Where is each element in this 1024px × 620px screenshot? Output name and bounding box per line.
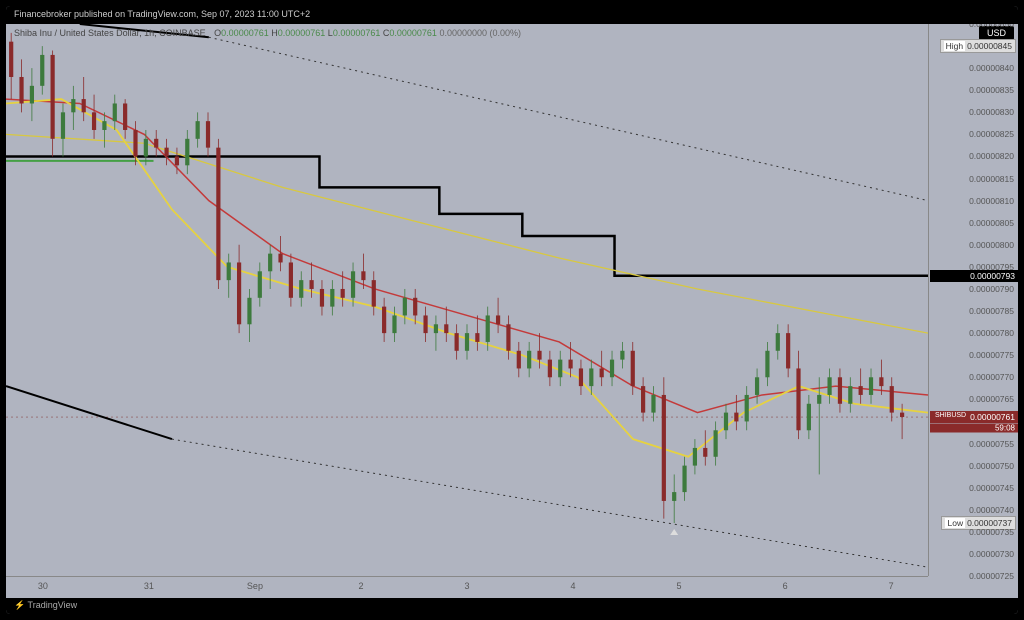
y-tick: 0.00000735: [969, 527, 1014, 537]
y-tick: 0.00000755: [969, 439, 1014, 449]
publisher-bar: Financebroker published on TradingView.c…: [6, 6, 1018, 24]
y-tick: 0.00000820: [969, 151, 1014, 161]
price-axis[interactable]: USD 0.00000850High0.000008450.000008400.…: [928, 24, 1018, 576]
x-tick: 7: [889, 581, 894, 591]
publisher-text: Financebroker published on TradingView.c…: [14, 9, 310, 19]
y-tick: 0.00000725: [969, 571, 1014, 581]
y-tick: 0.00000840: [969, 63, 1014, 73]
y-tick: 0.00000740: [969, 505, 1014, 515]
chart-frame: Financebroker published on TradingView.c…: [0, 0, 1024, 620]
x-tick: 31: [144, 581, 154, 591]
interval: 1h: [144, 28, 154, 38]
footer-bar: ⚡ TradingView: [6, 598, 1018, 614]
pair-name: Shiba Inu / United States Dollar: [14, 28, 139, 38]
y-tick: 0.00000780: [969, 328, 1014, 338]
chart-svg: [6, 24, 928, 576]
y-tick: 0.00000790: [969, 284, 1014, 294]
y-tick: 0.00000835: [969, 85, 1014, 95]
y-tick: 0.00000785: [969, 306, 1014, 316]
y-tick: 0.00000775: [969, 350, 1014, 360]
resistance-marker: 0.00000793: [930, 270, 1018, 282]
y-tick: 0.00000815: [969, 174, 1014, 184]
time-axis[interactable]: 30 31 Sep 2 3 4 5 6 7: [6, 576, 928, 598]
y-tick: 0.00000825: [969, 129, 1014, 139]
y-tick: 0.00000750: [969, 461, 1014, 471]
exchange: COINBASE: [159, 28, 206, 38]
y-tick: 0.00000730: [969, 549, 1014, 559]
x-tick: 30: [38, 581, 48, 591]
chart-canvas[interactable]: [6, 24, 928, 576]
chart-inner: Financebroker published on TradingView.c…: [6, 6, 1018, 614]
y-tick: 0.00000830: [969, 107, 1014, 117]
x-tick: 5: [677, 581, 682, 591]
ohlc-block: O0.00000761 H0.00000761 L0.00000761 C0.0…: [214, 28, 521, 38]
x-tick: 3: [464, 581, 469, 591]
y-tick: 0.00000800: [969, 240, 1014, 250]
countdown-timer: 59:08: [930, 424, 1018, 433]
symbol-info: Shiba Inu / United States Dollar, 1h, CO…: [14, 28, 521, 38]
y-tick: 0.00000745: [969, 483, 1014, 493]
x-tick: Sep: [247, 581, 263, 591]
y-tick: 0.00000805: [969, 218, 1014, 228]
y-tick: 0.00000765: [969, 394, 1014, 404]
y-tick: 0.00000770: [969, 372, 1014, 382]
high-marker: High0.00000845: [940, 39, 1016, 53]
brand-text: TradingView: [28, 600, 78, 610]
x-tick: 6: [783, 581, 788, 591]
x-tick: 4: [571, 581, 576, 591]
y-tick: 0.00000810: [969, 196, 1014, 206]
current-price-marker: SHIBUSD0.00000761: [930, 411, 1018, 423]
x-tick: 2: [358, 581, 363, 591]
brand-logo-text: ⚡: [14, 600, 28, 610]
